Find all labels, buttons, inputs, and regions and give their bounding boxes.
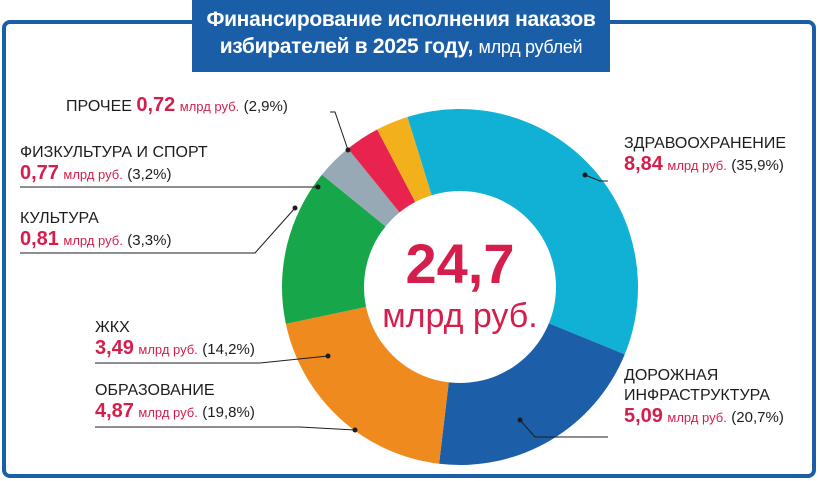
label-sport-unit: млрд руб. [63, 167, 123, 182]
label-education-name: ОБРАЗОВАНИЕ [95, 382, 215, 399]
leader-health-dot [582, 172, 588, 178]
label-culture-percent: (3,3%) [127, 232, 172, 249]
title-line-1: Финансирование исполнения наказов [206, 8, 596, 31]
label-education-unit: млрд руб. [138, 405, 198, 420]
label-roads-percent: (20,7%) [731, 409, 784, 426]
label-housing: ЖКХ 3,49 млрд руб. (14,2%) [95, 318, 255, 360]
label-other: ПРОЧЕЕ 0,72 млрд руб. (2,9%) [66, 95, 288, 117]
label-education-percent: (19,8%) [202, 404, 255, 421]
label-other-unit: млрд руб. [179, 99, 240, 114]
leader-housing-dot [325, 353, 331, 359]
label-housing-percent: (14,2%) [202, 341, 255, 358]
label-sport: ФИЗКУЛЬТУРА И СПОРТ 0,77 млрд руб. (3,2%… [20, 143, 208, 185]
leader-health [584, 174, 608, 182]
title-line-2: избирателей в 2025 году, млрд рублей [192, 35, 610, 59]
chart-title: Финансирование исполнения наказов избира… [192, 0, 610, 72]
leader-roads [519, 419, 608, 438]
label-culture: КУЛЬТУРА 0,81 млрд руб. (3,3%) [20, 209, 171, 251]
label-housing-value: 3,49 [95, 337, 134, 359]
label-education-value: 4,87 [95, 400, 134, 422]
center-total-value: 24,7 [406, 232, 515, 295]
leader-housing [95, 355, 329, 364]
label-health-value: 8,84 [624, 153, 663, 175]
label-housing-name: ЖКХ [95, 319, 130, 336]
label-other-percent: (2,9%) [243, 98, 288, 115]
label-education: ОБРАЗОВАНИЕ 4,87 млрд руб. (19,8%) [95, 381, 255, 423]
leader-other-dot [345, 147, 351, 153]
label-roads-value: 5,09 [624, 405, 663, 427]
leader-education-dot [352, 427, 358, 433]
label-health-unit: млрд руб. [667, 158, 727, 173]
leader-sport-dot [315, 184, 321, 190]
leader-other [330, 111, 349, 151]
label-culture-name: КУЛЬТУРА [20, 210, 99, 227]
donut-hole [364, 191, 556, 383]
label-health: ЗДРАВООХРАНЕНИЕ 8,84 млрд руб. (35,9%) [624, 134, 786, 176]
label-culture-value: 0,81 [20, 228, 59, 250]
label-health-percent: (35,9%) [731, 157, 784, 174]
label-housing-unit: млрд руб. [138, 342, 198, 357]
label-culture-unit: млрд руб. [63, 233, 123, 248]
title-unit: млрд рублей [478, 37, 583, 57]
label-other-name: ПРОЧЕЕ [66, 98, 132, 115]
label-sport-value: 0,77 [20, 162, 59, 184]
leader-education [95, 426, 356, 431]
center-total-unit: млрд руб. [382, 297, 537, 335]
label-sport-percent: (3,2%) [127, 166, 172, 183]
label-other-value: 0,72 [136, 94, 176, 116]
label-roads-name: ДОРОЖНАЯ ИНФРАСТРУКТУРА [624, 367, 770, 404]
leader-culture-dot [292, 205, 298, 211]
label-sport-name: ФИЗКУЛЬТУРА И СПОРТ [20, 144, 208, 161]
label-health-name: ЗДРАВООХРАНЕНИЕ [624, 135, 786, 152]
label-roads: ДОРОЖНАЯ ИНФРАСТРУКТУРА 5,09 млрд руб. (2… [624, 366, 784, 428]
leader-roads-dot [517, 417, 523, 423]
leader-culture [20, 207, 296, 254]
title-line-2-text: избирателей в 2025 году, [219, 35, 474, 58]
leader-lines [20, 111, 608, 438]
label-roads-unit: млрд руб. [667, 410, 727, 425]
